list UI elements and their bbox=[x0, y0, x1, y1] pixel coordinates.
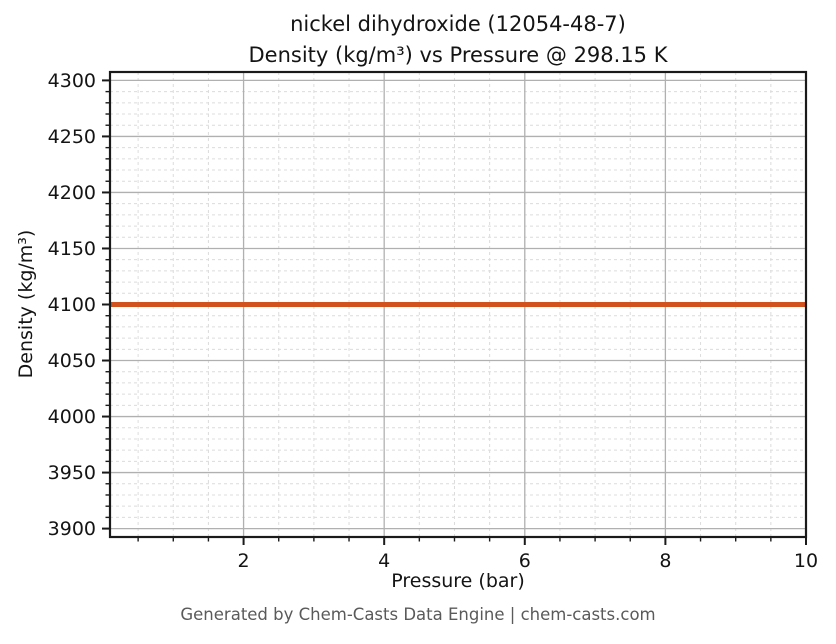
footer-credit: Generated by Chem-Casts Data Engine | ch… bbox=[180, 605, 656, 624]
x-tick-label: 6 bbox=[519, 550, 531, 572]
x-tick-label: 10 bbox=[794, 550, 818, 572]
y-tick-label: 4250 bbox=[48, 126, 96, 148]
chart-title: nickel dihydroxide (12054-48-7) Density … bbox=[110, 9, 806, 71]
x-tick-label: 2 bbox=[238, 550, 250, 572]
y-tick-label: 4100 bbox=[48, 294, 96, 316]
y-tick-label: 3950 bbox=[48, 462, 96, 484]
y-tick-label: 4050 bbox=[48, 350, 96, 372]
x-axis-label: Pressure (bar) bbox=[391, 570, 525, 592]
y-tick-label: 4300 bbox=[48, 70, 96, 92]
x-tick-label: 8 bbox=[659, 550, 671, 572]
y-tick-label: 4000 bbox=[48, 406, 96, 428]
y-axis-label: Density (kg/m³) bbox=[15, 229, 37, 379]
plot-spines bbox=[108, 70, 808, 539]
x-tick-label: 4 bbox=[378, 550, 390, 572]
y-tick-label: 4200 bbox=[48, 182, 96, 204]
chart-title-line2: Density (kg/m³) vs Pressure @ 298.15 K bbox=[248, 43, 668, 67]
y-tick-label: 4150 bbox=[48, 238, 96, 260]
chart-title-line1: nickel dihydroxide (12054-48-7) bbox=[290, 12, 626, 36]
y-tick-label: 3900 bbox=[48, 518, 96, 540]
